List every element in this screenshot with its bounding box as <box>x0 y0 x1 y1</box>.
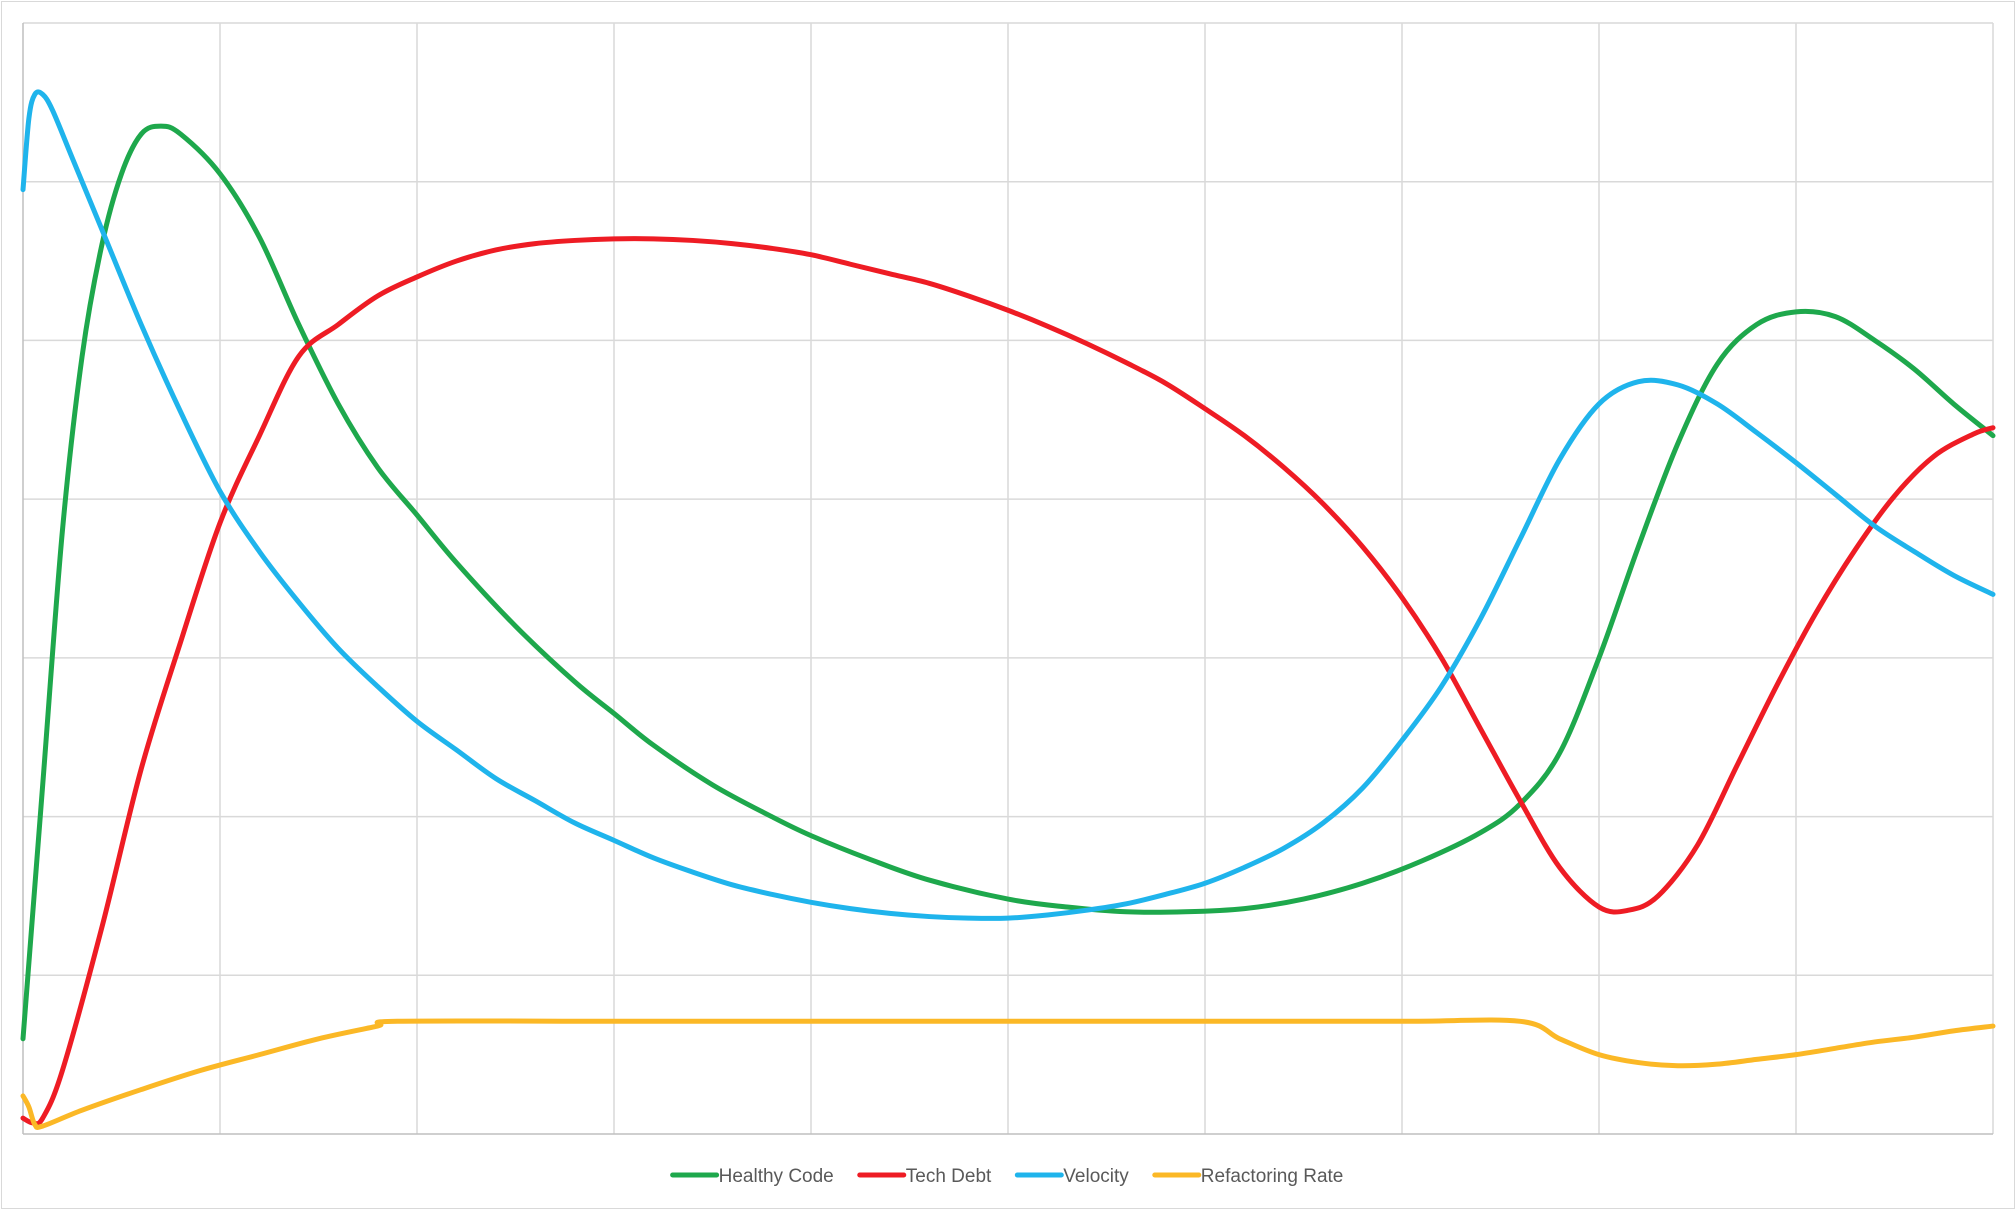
gridlines <box>23 22 1994 1134</box>
series-line-velocity <box>20 89 1996 921</box>
legend-item-velocity: Velocity <box>1014 1166 1129 1187</box>
legend: Healthy Code Tech Debt Velocity Refactoring… <box>670 1166 1344 1187</box>
legend-label: Refactoring Rate <box>1201 1166 1344 1187</box>
series-lines <box>20 89 1996 1130</box>
plot-area <box>20 22 1996 1135</box>
series-line-refactoring-rate <box>20 1017 1996 1130</box>
legend-label: Velocity <box>1063 1166 1129 1187</box>
series-line-healthy-code <box>20 123 1996 1042</box>
legend-label: Healthy Code <box>719 1166 834 1187</box>
axes <box>22 23 1993 1135</box>
legend-label: Tech Debt <box>906 1166 992 1187</box>
series-line-tech-debt <box>20 236 1996 1127</box>
legend-item-healthy-code: Healthy Code <box>670 1166 834 1187</box>
legend-item-refactoring-rate: Refactoring Rate <box>1152 1166 1344 1187</box>
legend-item-tech-debt: Tech Debt <box>857 1166 992 1187</box>
